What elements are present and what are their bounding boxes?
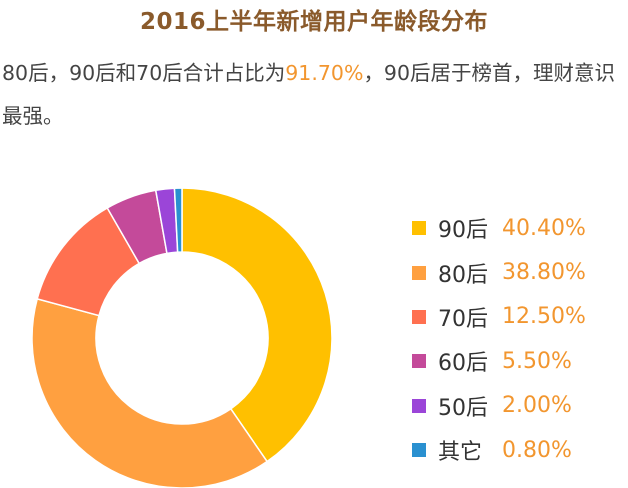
legend-item: 50后 2.00%	[412, 384, 586, 428]
legend-swatch	[412, 309, 426, 324]
legend-swatch	[412, 443, 426, 458]
legend-value: 38.80%	[502, 260, 586, 286]
description-text-1: 80后，90后和70后合计占比为	[2, 61, 286, 85]
legend-swatch	[412, 354, 426, 369]
chart-legend: 90后 40.40% 80后 38.80% 70后 12.50% 60后 5.5…	[412, 206, 586, 472]
legend-label: 80后	[438, 262, 488, 288]
chart-title: 2016上半年新增用户年龄段分布	[139, 9, 488, 35]
legend-value: 12.50%	[502, 304, 586, 330]
donut-slice	[173, 187, 183, 253]
donut-slice	[31, 297, 269, 488]
legend-label: 50后	[438, 395, 488, 421]
legend-item: 90后 40.40%	[412, 206, 586, 250]
description-highlight: 91.70%	[285, 61, 364, 85]
legend-swatch	[412, 221, 426, 236]
legend-label: 70后	[438, 306, 488, 332]
donut-chart	[31, 187, 333, 488]
legend-value: 2.00%	[502, 393, 572, 419]
legend-item: 其它 0.80%	[412, 428, 586, 472]
legend-value: 0.80%	[502, 437, 572, 463]
legend-value: 5.50%	[502, 348, 572, 374]
legend-value: 40.40%	[502, 215, 586, 241]
legend-label: 其它	[438, 440, 483, 466]
donut-slice	[181, 187, 333, 463]
legend-item: 70后 12.50%	[412, 295, 586, 339]
chart-description: 80后，90后和70后合计占比为91.70%，90后居于榜首，理财意识最强。	[2, 52, 624, 138]
legend-label: 60后	[438, 351, 488, 377]
description-text-2: ，90后居于榜首，理财意识最强。	[2, 61, 616, 128]
legend-swatch	[412, 265, 426, 280]
legend-item: 60后 5.50%	[412, 339, 586, 383]
legend-item: 80后 38.80%	[412, 250, 586, 294]
legend-swatch	[412, 398, 426, 413]
legend-label: 90后	[438, 218, 488, 244]
